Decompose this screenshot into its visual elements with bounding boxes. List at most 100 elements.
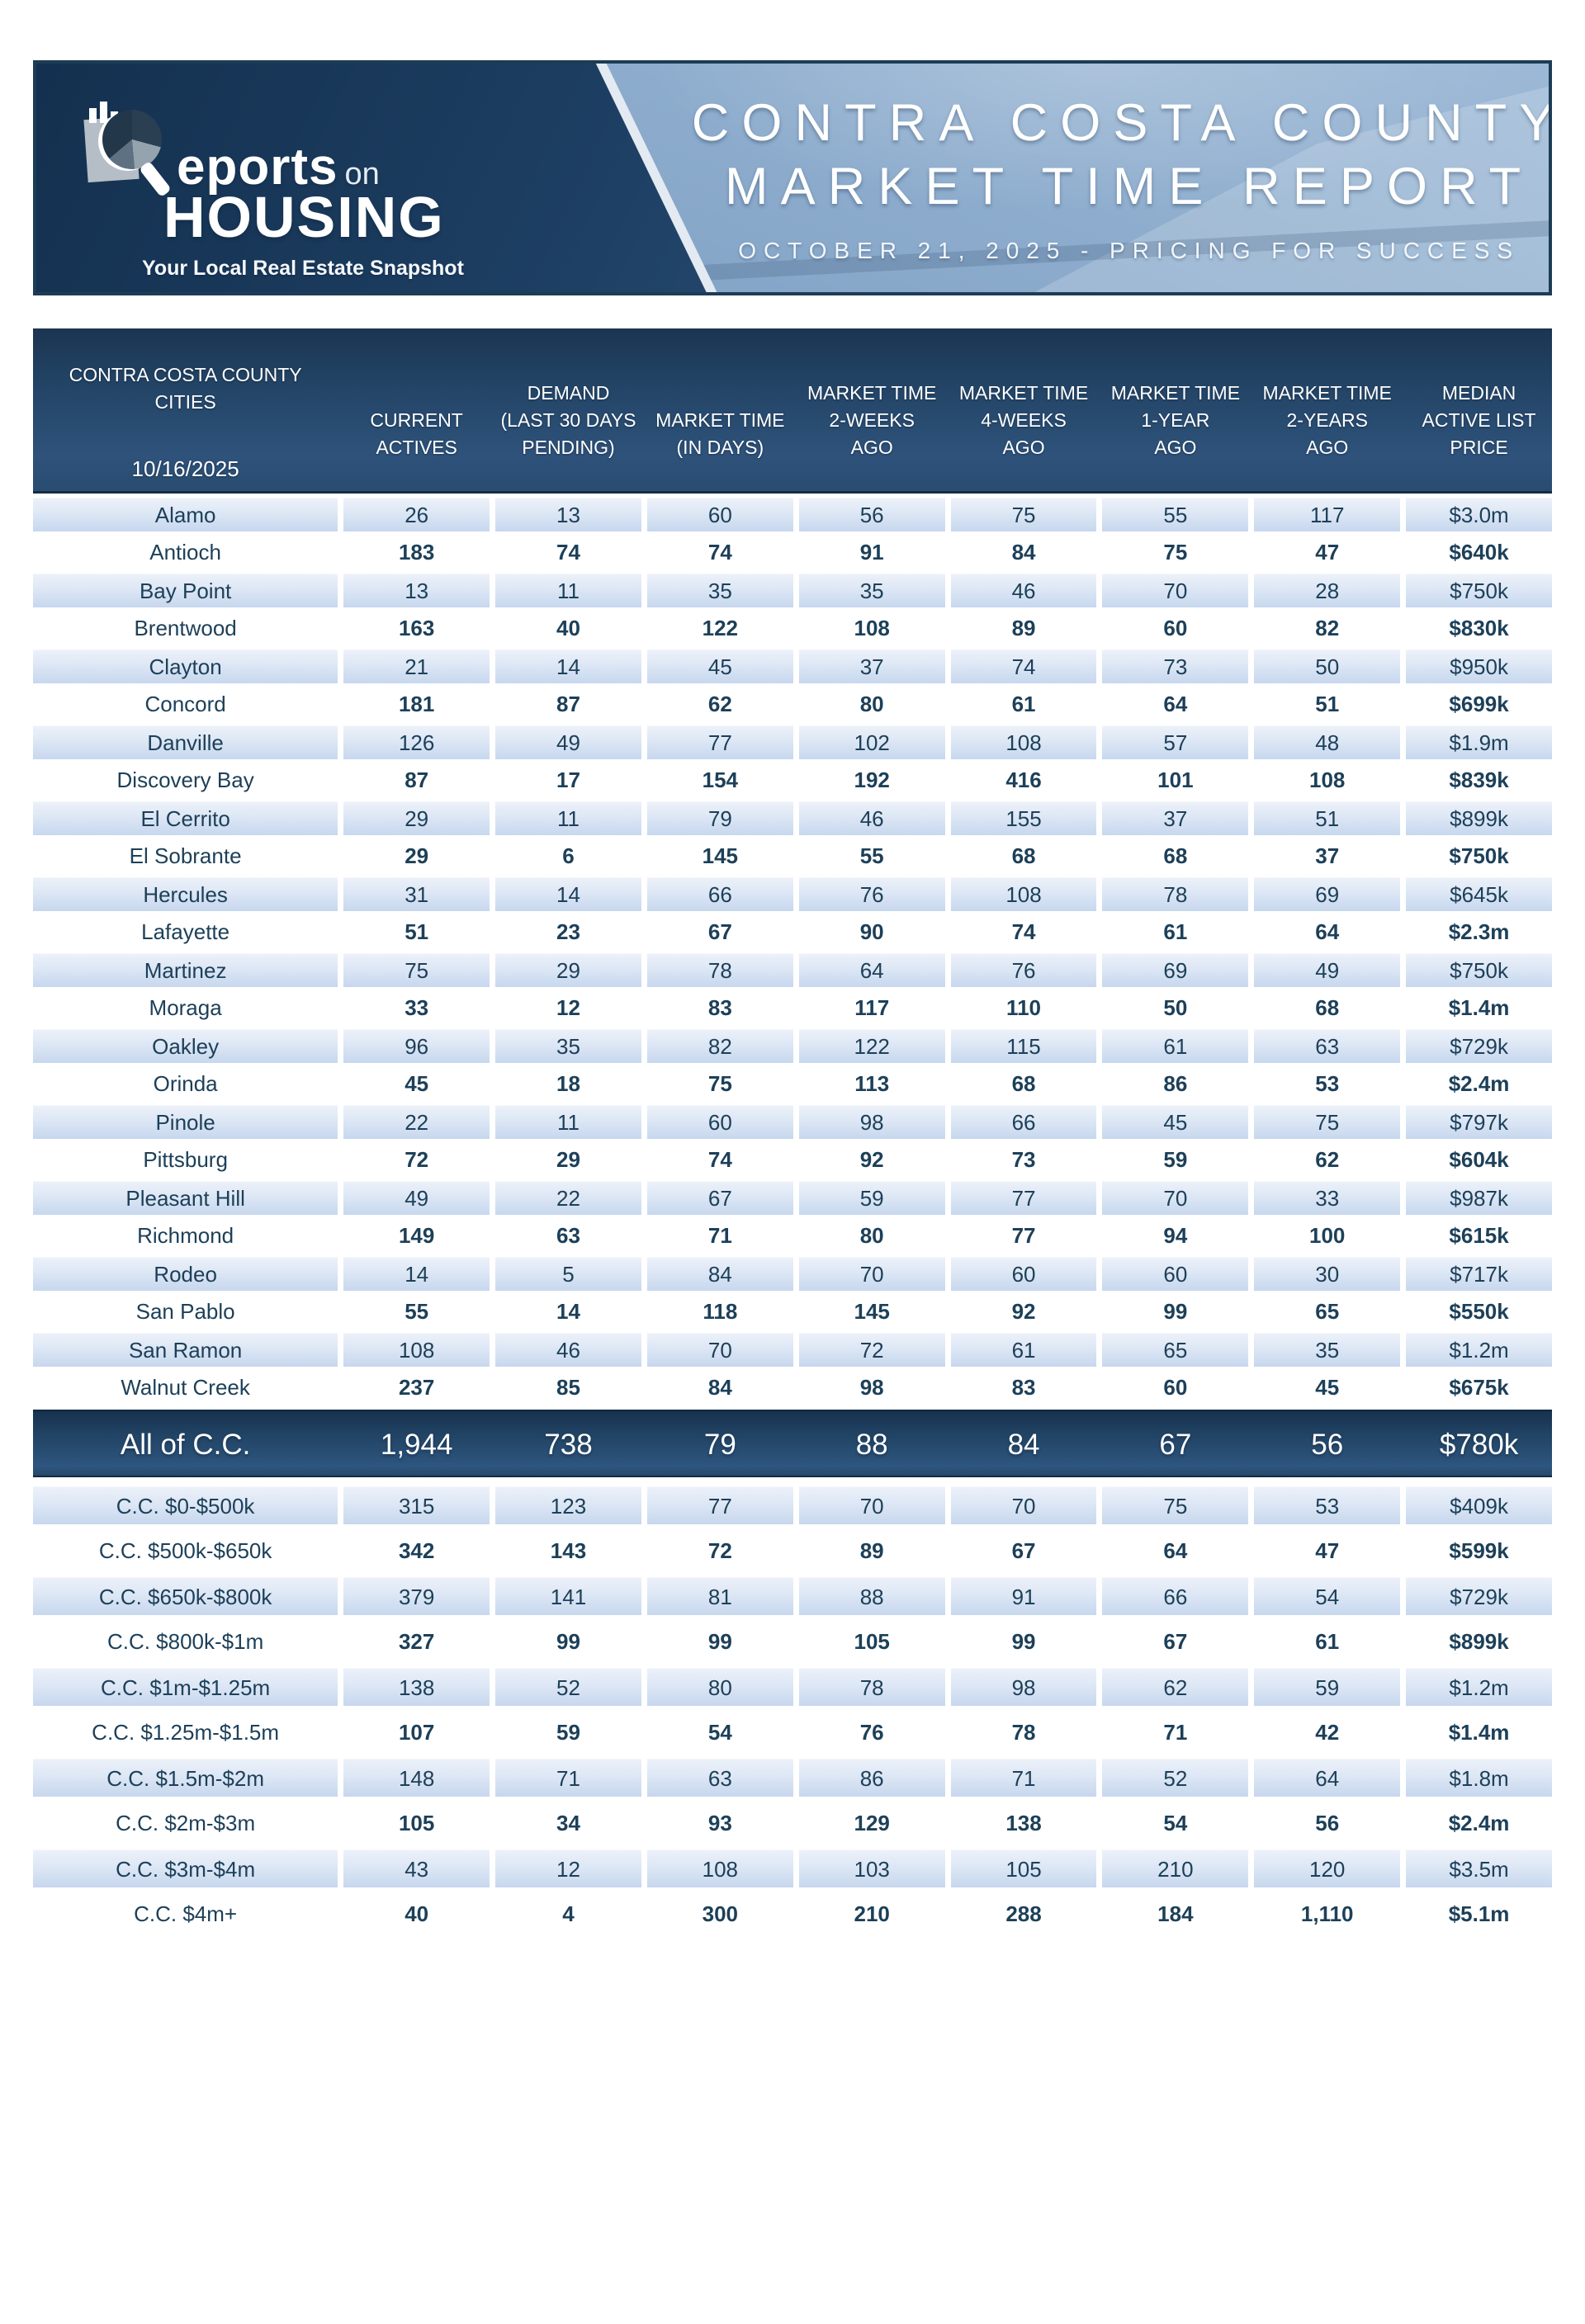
row-value: $830k (1449, 616, 1509, 640)
row-value: 67 (646, 1181, 793, 1215)
row-value: 83 (1011, 1375, 1036, 1400)
column-header-line: MARKET TIME (1110, 382, 1241, 404)
report-subtitle: OCTOBER 21, 2025 - PRICING FOR SUCCESS (738, 238, 1521, 264)
row-value: 11 (495, 801, 641, 835)
row-value: 145 (702, 843, 739, 868)
row-value: 84 (646, 1257, 793, 1291)
row-value: 50 (1254, 649, 1401, 683)
row-value: 31 (343, 877, 490, 911)
table-row: El Sobrante 29 6 145 55 68 68 37 $750k (33, 839, 1552, 873)
row-label: C.C. $1.5m-$2m (33, 1759, 338, 1797)
row-value: 34 (556, 1811, 580, 1835)
row-value: 123 (495, 1486, 641, 1524)
row-label: Brentwood (134, 616, 237, 640)
row-value: 76 (859, 1720, 884, 1745)
table-header: CONTRA COSTA COUNTY CITIES 10/16/2025 CU… (33, 328, 1552, 494)
row-label: Oakley (33, 1029, 338, 1063)
row-value: 80 (859, 1223, 884, 1248)
row-value: $950k (1406, 649, 1552, 683)
row-value: 99 (1011, 1629, 1036, 1654)
column-header-line: MARKET TIME (958, 382, 1089, 404)
row-value: 78 (798, 1668, 945, 1706)
row-label: Rodeo (33, 1257, 338, 1291)
table-row: C.C. $4m+ 40 4 300 210 288 184 1,110 $5.1m (33, 1895, 1552, 1933)
row-value: 26 (343, 498, 490, 531)
column-header-line: ACTIVE LIST (1422, 409, 1536, 431)
row-value: 65 (1102, 1333, 1249, 1367)
row-value: $987k (1406, 1181, 1552, 1215)
row-value: 327 (398, 1629, 435, 1654)
row-value: 49 (343, 1181, 490, 1215)
row-label: San Ramon (33, 1333, 338, 1367)
row-value: 81 (646, 1577, 793, 1615)
bar-chart-icon (100, 102, 107, 123)
row-label: Danville (33, 725, 338, 759)
row-value: 105 (398, 1811, 435, 1835)
row-value: 91 (950, 1577, 1097, 1615)
row-label: C.C. $0-$500k (33, 1486, 338, 1524)
row-value: 71 (950, 1759, 1097, 1797)
row-value: 99 (1163, 1299, 1188, 1324)
row-value: 143 (550, 1538, 587, 1563)
row-value: $645k (1406, 877, 1552, 911)
row-value: 72 (798, 1333, 945, 1367)
row-label: C.C. $2m-$3m (116, 1811, 256, 1835)
table-row: C.C. $1.25m-$1.5m 107 59 54 76 78 71 42 $1.4m (33, 1713, 1552, 1751)
row-value: 99 (707, 1629, 732, 1654)
row-label: C.C. $1m-$1.25m (33, 1668, 338, 1706)
row-value: 118 (703, 1299, 738, 1324)
table-row: El Cerrito 29 11 79 46 155 37 51 $899k (33, 801, 1552, 835)
row-value: 98 (859, 1375, 884, 1400)
row-value: 117 (854, 995, 890, 1020)
row-value: 108 (950, 725, 1097, 759)
row-value: 149 (398, 1223, 435, 1248)
row-value: 74 (707, 1147, 732, 1172)
row-value: 64 (1163, 1538, 1188, 1563)
column-header: MARKET TIME 4-WEEKS AGO (951, 328, 1097, 491)
table-row: Bay Point 13 11 35 35 46 70 28 $750k (33, 574, 1552, 607)
row-value: 113 (854, 1071, 890, 1096)
row-value: 55 (405, 1299, 429, 1324)
row-value: 30 (1254, 1257, 1401, 1291)
report-title-line2: MARKET TIME REPORT (724, 157, 1534, 215)
row-label: Concord (144, 692, 226, 716)
row-value: 75 (343, 953, 490, 987)
row-value: 37 (1315, 843, 1340, 868)
row-value: 192 (854, 768, 890, 792)
brand-reports-text: eports (177, 139, 338, 196)
row-value: 46 (798, 801, 945, 835)
row-label: Pleasant Hill (33, 1181, 338, 1215)
row-value: 17 (556, 768, 580, 792)
row-value: 67 (1011, 1538, 1036, 1563)
row-value: 67 (707, 919, 732, 944)
row-value: $615k (1449, 1223, 1509, 1248)
table-row: C.C. $2m-$3m 105 34 93 129 138 54 56 $2.4m (33, 1804, 1552, 1842)
row-value: 6 (562, 843, 575, 868)
row-value: 99 (556, 1629, 580, 1654)
row-value: 78 (1102, 877, 1249, 911)
row-label: Antioch (149, 540, 221, 564)
row-value: 183 (398, 540, 435, 564)
column-header-line: 2-YEARS (1286, 409, 1368, 431)
row-value: 96 (343, 1029, 490, 1063)
row-label: Richmond (137, 1223, 234, 1248)
row-value: 35 (646, 574, 793, 607)
row-value: 108 (950, 877, 1097, 911)
row-value: 60 (1163, 616, 1188, 640)
total-row-value: 79 (703, 1429, 736, 1461)
table-row: C.C. $0-$500k 315 123 77 70 70 75 53 $409k (33, 1486, 1552, 1524)
row-value: $797k (1406, 1105, 1552, 1139)
row-value: $599k (1449, 1538, 1509, 1563)
row-value: 37 (798, 649, 945, 683)
banner-title-block: CONTRA COSTA COUNTY MARKET TIME REPORT O… (692, 64, 1549, 292)
row-value: 78 (1011, 1720, 1036, 1745)
row-label: C.C. $500k-$650k (98, 1538, 272, 1563)
row-value: $2.4m (1448, 1811, 1510, 1835)
row-value: 53 (1254, 1486, 1401, 1524)
column-header-cities: CONTRA COSTA COUNTY CITIES 10/16/2025 (33, 328, 338, 491)
row-value: 108 (1309, 768, 1346, 792)
table-row: Alamo 26 13 60 56 75 55 117 $3.0m (33, 498, 1552, 531)
total-row-value: $780k (1439, 1429, 1519, 1461)
table-row: Pinole 22 11 60 98 66 45 75 $797k (33, 1105, 1552, 1139)
row-value: 55 (1102, 498, 1249, 531)
